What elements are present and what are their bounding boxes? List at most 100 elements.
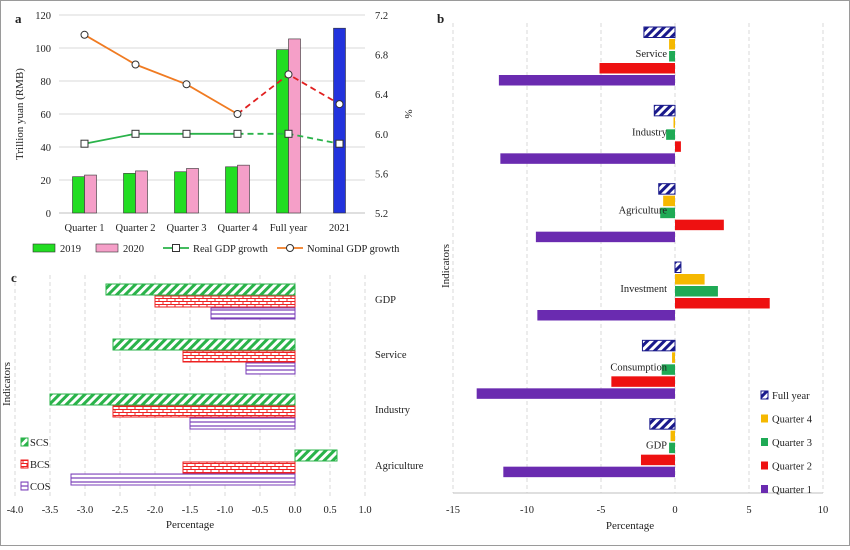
bar-quarter-1-investment [537, 310, 675, 321]
legend-label-full-year: Full year [772, 391, 810, 402]
bar-quarter-1-industry [500, 153, 675, 164]
bar-quarter-2-industry [675, 141, 681, 152]
point-nominal-gdp-growth [182, 80, 191, 89]
y2-tick-label: 6.0 [375, 130, 388, 141]
bar-full-year-gdp [649, 418, 676, 430]
bar-cos-industry [189, 417, 296, 430]
bar-full-year-agriculture [658, 183, 676, 195]
bar-bcs-service [182, 350, 296, 363]
point-nominal-gdp-growth [335, 100, 344, 109]
bar-bcs-agriculture [182, 461, 296, 474]
bar-2019-quarter-1 [72, 176, 85, 214]
bar-quarter-3-gdp [669, 442, 675, 454]
x-tick-label: -5 [597, 505, 606, 516]
legend-label-2020: 2020 [123, 244, 144, 255]
x-tick-label: 2021 [329, 223, 350, 234]
point-real-gdp-growth [80, 139, 89, 148]
bar-2019-quarter-3 [174, 171, 187, 214]
category-label-agriculture: Agriculture [375, 461, 424, 472]
y-tick-label: 120 [35, 11, 51, 22]
bar-2019-quarter-2 [123, 173, 136, 214]
legend-swatch-quarter-1 [761, 485, 768, 493]
bar-scs-gdp [105, 283, 296, 296]
x-tick-label: -10 [520, 505, 534, 516]
bar-2019-quarter-4 [225, 166, 238, 214]
x-tick-label: -3.0 [77, 505, 94, 516]
bar-quarter-1-consumption [476, 388, 675, 399]
panel-c: c -4.0 -3.5 -3.0 -2.5 -2.0 -1.5 -1.0 -0.5 0.0 0.5 1… [1, 270, 424, 531]
x-tick-label: -3.5 [42, 505, 59, 516]
x-tick-label: -1.0 [217, 505, 234, 516]
bar-quarter-4-consumption [672, 352, 675, 363]
legend-swatch-quarter-3 [761, 438, 768, 446]
bar-full-year-industry [653, 104, 676, 117]
point-real-gdp-growth [233, 129, 242, 138]
y2-tick-label: 5.2 [375, 209, 388, 220]
y-axis-label: Trillion yuan (RMB) [14, 68, 26, 160]
point-nominal-gdp-growth [233, 110, 242, 118]
panel-label-a: a [15, 11, 22, 26]
x-tick-label: 5 [746, 505, 751, 516]
legend-label-bcs: BCS [30, 460, 50, 471]
category-label-agriculture: Agriculture [619, 206, 668, 217]
legend-label-quarter-2: Quarter 2 [772, 462, 812, 473]
category-label-service: Service [636, 49, 668, 60]
point-real-gdp-growth [131, 129, 140, 138]
legend-swatch-scs [20, 437, 29, 447]
panel-b: b -15 -10 -5 0 5 10 Percentage Indicators Service… [437, 11, 828, 532]
bar-2020-quarter-3 [186, 168, 199, 214]
bar-quarter-2-investment [675, 298, 770, 309]
x-tick-label: Quarter 3 [167, 223, 207, 234]
bar-full-year-service [643, 26, 676, 38]
y-axis-label: Indicators [1, 362, 13, 406]
x-tick-label: -1.5 [182, 505, 199, 516]
legend-marker-real-gdp-growth [172, 244, 180, 252]
panel-label-c: c [11, 270, 17, 285]
x-tick-label: 1.0 [358, 505, 371, 516]
y-tick-label: 60 [41, 110, 52, 121]
y-tick-label: 0 [46, 209, 51, 220]
y-tick-label: 80 [41, 77, 52, 88]
bar-2020-quarter-1 [84, 174, 97, 214]
category-label-consumption: Consumption [610, 362, 667, 373]
category-label-gdp: GDP [646, 441, 667, 452]
point-nominal-gdp-growth [80, 30, 89, 39]
legend-swatch-bcs [20, 459, 29, 469]
legend-swatch-quarter-4 [761, 414, 768, 423]
panel-a: a 0 20 40 60 80 100 120 5.2 5.6 6.0 6.4 6.8 7.2 Quarte… [14, 11, 414, 255]
bar-quarter-2-agriculture [675, 219, 724, 231]
legend-label-cos: COS [30, 482, 51, 493]
bar-2020-quarter-4 [237, 164, 250, 214]
y2-tick-label: 6.4 [375, 90, 389, 101]
legend-swatch-full-year [760, 390, 769, 400]
category-label-service: Service [375, 350, 407, 361]
bar-2020-quarter-2 [135, 170, 148, 214]
x-tick-label: Quarter 4 [218, 223, 259, 234]
point-nominal-gdp-growth [284, 70, 293, 79]
bar-quarter-4-industry [673, 117, 675, 128]
legend-swatch-quarter-2 [761, 461, 768, 470]
y-tick-label: 20 [41, 176, 52, 187]
category-label-gdp: GDP [375, 295, 396, 306]
point-real-gdp-growth [335, 139, 344, 148]
bar-2020-full-year [288, 38, 301, 214]
y-axis-label: Indicators [440, 244, 452, 288]
y2-tick-label: 7.2 [375, 11, 388, 22]
x-tick-label: 0.5 [323, 505, 336, 516]
legend-label-nominal-gdp-growth: Nominal GDP growth [307, 244, 400, 255]
legend-label-2019: 2019 [60, 244, 81, 255]
x-tick-label: 0 [672, 505, 677, 516]
x-tick-label: Quarter 1 [65, 223, 105, 234]
bar-scs-industry [49, 393, 296, 406]
category-label-industry: Industry [632, 127, 668, 138]
bar-full-year-investment [674, 261, 682, 273]
legend-label-quarter-4: Quarter 4 [772, 415, 813, 426]
bar-quarter-2-service [599, 63, 675, 74]
point-nominal-gdp-growth [131, 60, 140, 69]
line-nominal-gdp-growth [84, 34, 238, 115]
y2-tick-label: 5.6 [375, 169, 388, 180]
legend-marker-nominal-gdp-growth [286, 244, 294, 252]
bar-quarter-1-service [498, 75, 675, 86]
